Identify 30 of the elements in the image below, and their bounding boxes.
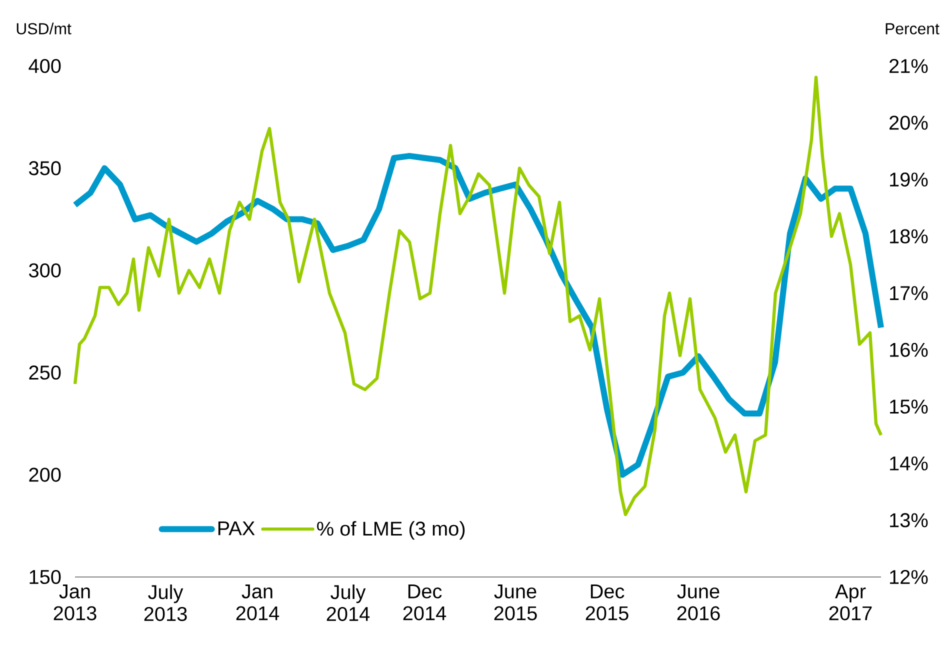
y2-tick-label: 20% [890,116,928,130]
y2-tick-label: 16% [890,342,928,357]
x-tick-label: July 2013 [144,584,187,622]
legend-label: PAX [218,521,255,536]
y-tick-label: 400 [28,58,61,74]
y2-tick-label: 21% [890,58,928,74]
x-tick-label: Dec 2014 [403,584,446,620]
y-tick-label: 350 [29,161,61,176]
x-tick-label: July 2014 [326,584,370,622]
x-tick-label: Jan 2014 [236,584,280,620]
line-series [73,76,883,516]
y2-tick-label: 17% [890,286,928,300]
y-tick-label: 200 [29,468,61,482]
y-tick-label: 150 [30,570,61,584]
x-tick-label: Apr 2017 [829,584,872,620]
legend-label: % of LME (3 mo) [317,521,465,540]
x-tick-label: Dec 2015 [586,584,628,620]
y2-axis-title: Percent [886,23,940,34]
y-tick-label: 250 [29,366,61,380]
y2-tick-label: 14% [890,456,928,470]
y2-tick-label: 18% [890,229,928,244]
y2-tick-label: 13% [890,513,928,528]
y-tick-label: 300 [29,263,61,278]
x-tick-label: June 2015 [494,584,537,620]
y2-tick-label: 15% [890,400,928,414]
y2-tick-label: 12% [890,570,928,584]
y-axis-title: USD/mt [16,22,72,34]
x-tick-label: June 2016 [677,584,720,620]
x-tick-label: Jan 2013 [54,584,96,620]
y2-tick-label: 19% [890,172,928,187]
